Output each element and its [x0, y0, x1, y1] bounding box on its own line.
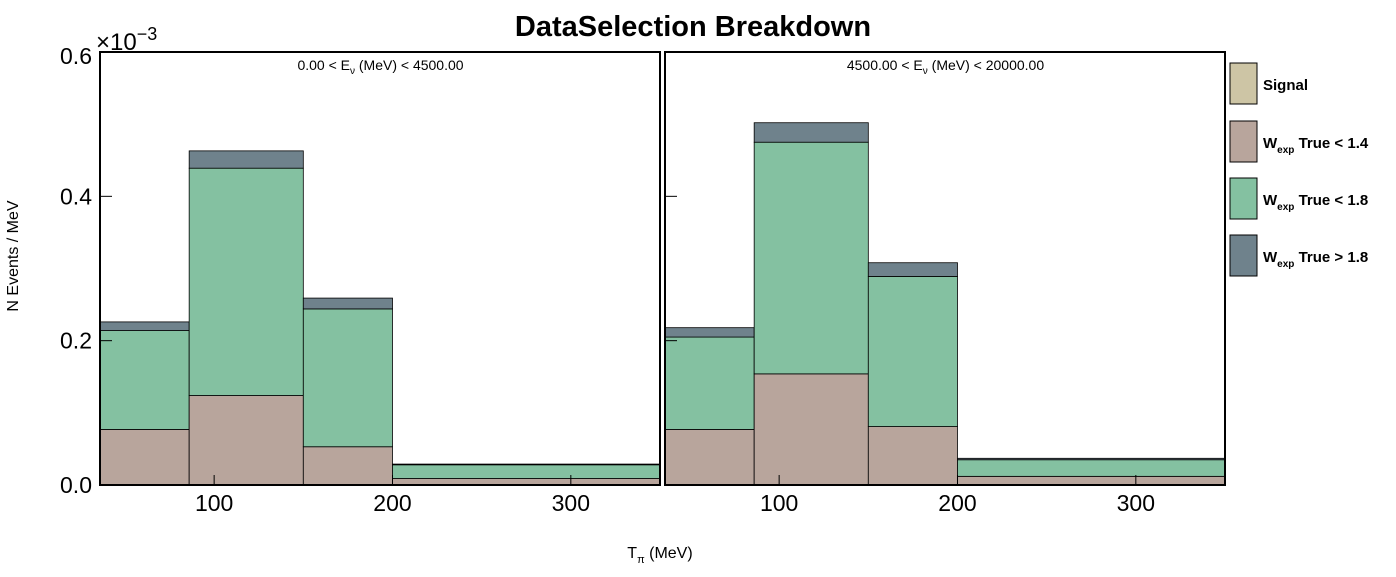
y-multiplier-exponent: −3 [137, 24, 158, 44]
x-tick-label: 300 [552, 490, 590, 516]
bar-panel2-bin2-w-exp-true-1-4 [753, 373, 869, 486]
legend-label-main: Signal [1263, 77, 1308, 94]
legend-label-main: W [1263, 192, 1278, 209]
panel-label-1: 0.00 < Eν (MeV) < 4500.00 [297, 57, 463, 77]
bar-panel1-bin2-w-exp-true-1-8 [188, 150, 304, 169]
panel-label-sub: ν [350, 66, 355, 77]
x-axis-label-unit-text: (MeV) [649, 545, 693, 562]
bar-panel2-bin1-w-exp-true-1-8 [664, 327, 755, 338]
legend-label-2: Wexp True < 1.4 [1263, 135, 1369, 156]
panel-label-main: 0.00 < E [297, 57, 350, 73]
panel-2: 100 200 300 4500.00 < Eν (MeV) < 20000.00 [664, 51, 1226, 516]
panel-label-main: 4500.00 < E [847, 57, 923, 73]
panel-frame-1 [99, 51, 661, 486]
bar-panel1-bin2-w-exp-true-1-4 [188, 395, 304, 486]
panel-frame-2 [664, 51, 1226, 486]
bar-panel2-bin4-w-exp-true-1-8 [957, 459, 1226, 477]
bar-panel2-bin2-w-exp-true-1-8 [753, 141, 869, 375]
legend-swatch-4 [1229, 234, 1258, 277]
bar-panel1-bin1-w-exp-true-1-8 [99, 330, 190, 430]
panel-1: 100 200 300 0.00 < Eν (MeV) < 4500.00 [99, 51, 661, 516]
x-tick-label: 200 [938, 490, 976, 516]
legend-label-sub: exp [1277, 202, 1294, 213]
legend-label-4: Wexp True > 1.8 [1263, 249, 1368, 270]
legend-label-rest: True > 1.8 [1294, 249, 1368, 266]
legend-label-main: W [1263, 135, 1278, 152]
x-axis-label-main: T [627, 545, 637, 562]
bar-panel1-bin3-w-exp-true-1-8 [302, 297, 393, 310]
bar-panel1-bin4-w-exp-true-1-8 [392, 463, 661, 466]
y-tick-label: 0.2 [60, 328, 92, 354]
y-axis-label: N Events / MeV [5, 200, 22, 311]
x-tick-label: 300 [1117, 490, 1155, 516]
bar-panel2-bin4-w-exp-true-1-4 [957, 475, 1226, 486]
bar-panel2-bin2-w-exp-true-1-8 [753, 122, 869, 143]
y-tick-label: 0.6 [60, 43, 92, 69]
legend-label-rest: True < 1.8 [1294, 192, 1368, 209]
bar-panel1-bin2-w-exp-true-1-8 [188, 167, 304, 396]
panel-label-rest: (MeV) < 20000.00 [928, 57, 1045, 73]
bar-panel2-bin1-w-exp-true-1-4 [664, 429, 755, 486]
bar-panel2-bin4-w-exp-true-1-8 [957, 457, 1226, 461]
x-axis-label: Tπ (MeV) [627, 545, 692, 566]
bar-panel1-bin1-w-exp-true-1-8 [99, 321, 190, 331]
legend-swatch-2 [1229, 120, 1258, 163]
bar-panel1-bin3-w-exp-true-1-8 [302, 308, 393, 448]
x-axis-label-sub: π [637, 554, 645, 566]
chart-title: DataSelection Breakdown [515, 11, 871, 43]
x-tick-label: 100 [760, 490, 798, 516]
x-tick-label: 200 [373, 490, 411, 516]
legend-label-3: Wexp True < 1.8 [1263, 192, 1368, 213]
y-axis: 0.0 0.2 0.4 0.6 [60, 43, 92, 498]
panel-label-rest: (MeV) < 4500.00 [355, 57, 464, 73]
bar-panel2-bin3-w-exp-true-1-8 [867, 262, 958, 277]
bar-panel2-bin3-w-exp-true-1-4 [867, 426, 958, 486]
x-tick-label: 100 [195, 490, 233, 516]
bar-panel1-bin1-w-exp-true-1-4 [99, 429, 190, 486]
legend-label-sub: exp [1277, 145, 1294, 156]
bar-panel1-bin4-w-exp-true-1-8 [392, 464, 661, 479]
legend-label-1: Signal [1263, 77, 1308, 94]
legend-swatch-1 [1229, 62, 1258, 105]
bar-panel1-bin3-w-exp-true-1-4 [302, 446, 393, 486]
y-tick-label: 0.0 [60, 472, 92, 498]
y-tick-label: 0.4 [60, 183, 92, 209]
bar-panel2-bin1-w-exp-true-1-8 [664, 336, 755, 430]
bar-panel2-bin3-w-exp-true-1-8 [867, 276, 958, 427]
legend-label-rest: True < 1.4 [1294, 135, 1368, 152]
legend-label-main: W [1263, 249, 1278, 266]
panel-label-2: 4500.00 < Eν (MeV) < 20000.00 [847, 57, 1044, 77]
panel-label-sub: ν [923, 66, 928, 77]
legend-label-sub: exp [1277, 259, 1294, 270]
legend-swatch-3 [1229, 177, 1258, 220]
